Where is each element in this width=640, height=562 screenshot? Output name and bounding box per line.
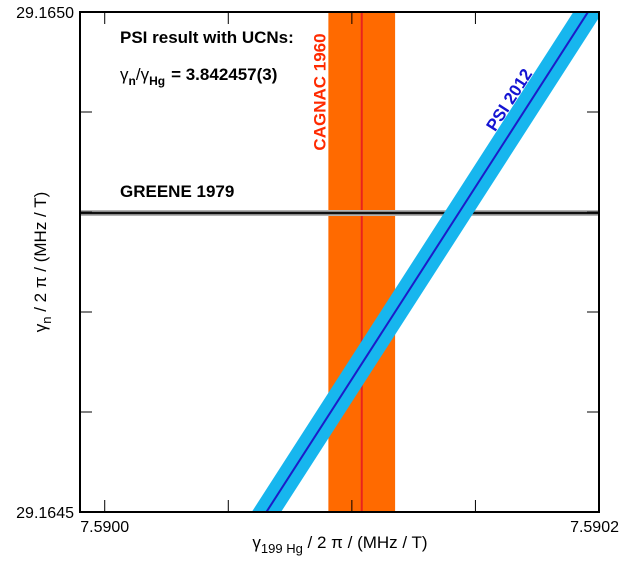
ratio-slash-gamma: /γ <box>136 65 150 84</box>
annotation-ratio: γn/γHg = 3.842457(3) <box>120 65 277 88</box>
x-axis-label: γ199 Hg / 2 π / (MHz / T) <box>252 533 427 556</box>
y-tick-label: 29.1645 <box>16 505 74 522</box>
y-ticks: 29.1645 29.1650 <box>16 5 599 522</box>
cagnac-1960-label: CAGNAC 1960 <box>311 33 330 150</box>
x-ticks: 7.5900 7.5902 <box>80 12 619 536</box>
x-label-gamma: γ <box>252 533 261 552</box>
psi-2012-line <box>265 12 590 512</box>
ratio-gamma-n: γ <box>120 65 129 84</box>
x-label-sub: 199 Hg <box>261 541 303 556</box>
annotation-heading: PSI result with UCNs: <box>120 28 294 47</box>
ratio-sub-hg: Hg <box>149 74 165 88</box>
y-tick-label: 29.1650 <box>16 5 74 22</box>
y-axis-label: γn / 2 π / (MHz / T) <box>31 192 54 333</box>
y-label-gamma: γ <box>31 323 50 332</box>
x-tick-label: 7.5900 <box>80 519 129 536</box>
x-label-rest: / 2 π / (MHz / T) <box>303 533 428 552</box>
data-bands <box>80 12 599 512</box>
plot-frame <box>79 11 600 513</box>
y-label-sub: n <box>39 317 54 324</box>
ratio-sub-n: n <box>129 74 136 88</box>
x-tick-label: 7.5902 <box>570 519 619 536</box>
psi-2012-band <box>251 12 599 512</box>
ratio-value: = 3.842457(3) <box>171 65 277 84</box>
y-label-rest: / 2 π / (MHz / T) <box>31 192 50 317</box>
greene-1979-label: GREENE 1979 <box>120 182 234 201</box>
